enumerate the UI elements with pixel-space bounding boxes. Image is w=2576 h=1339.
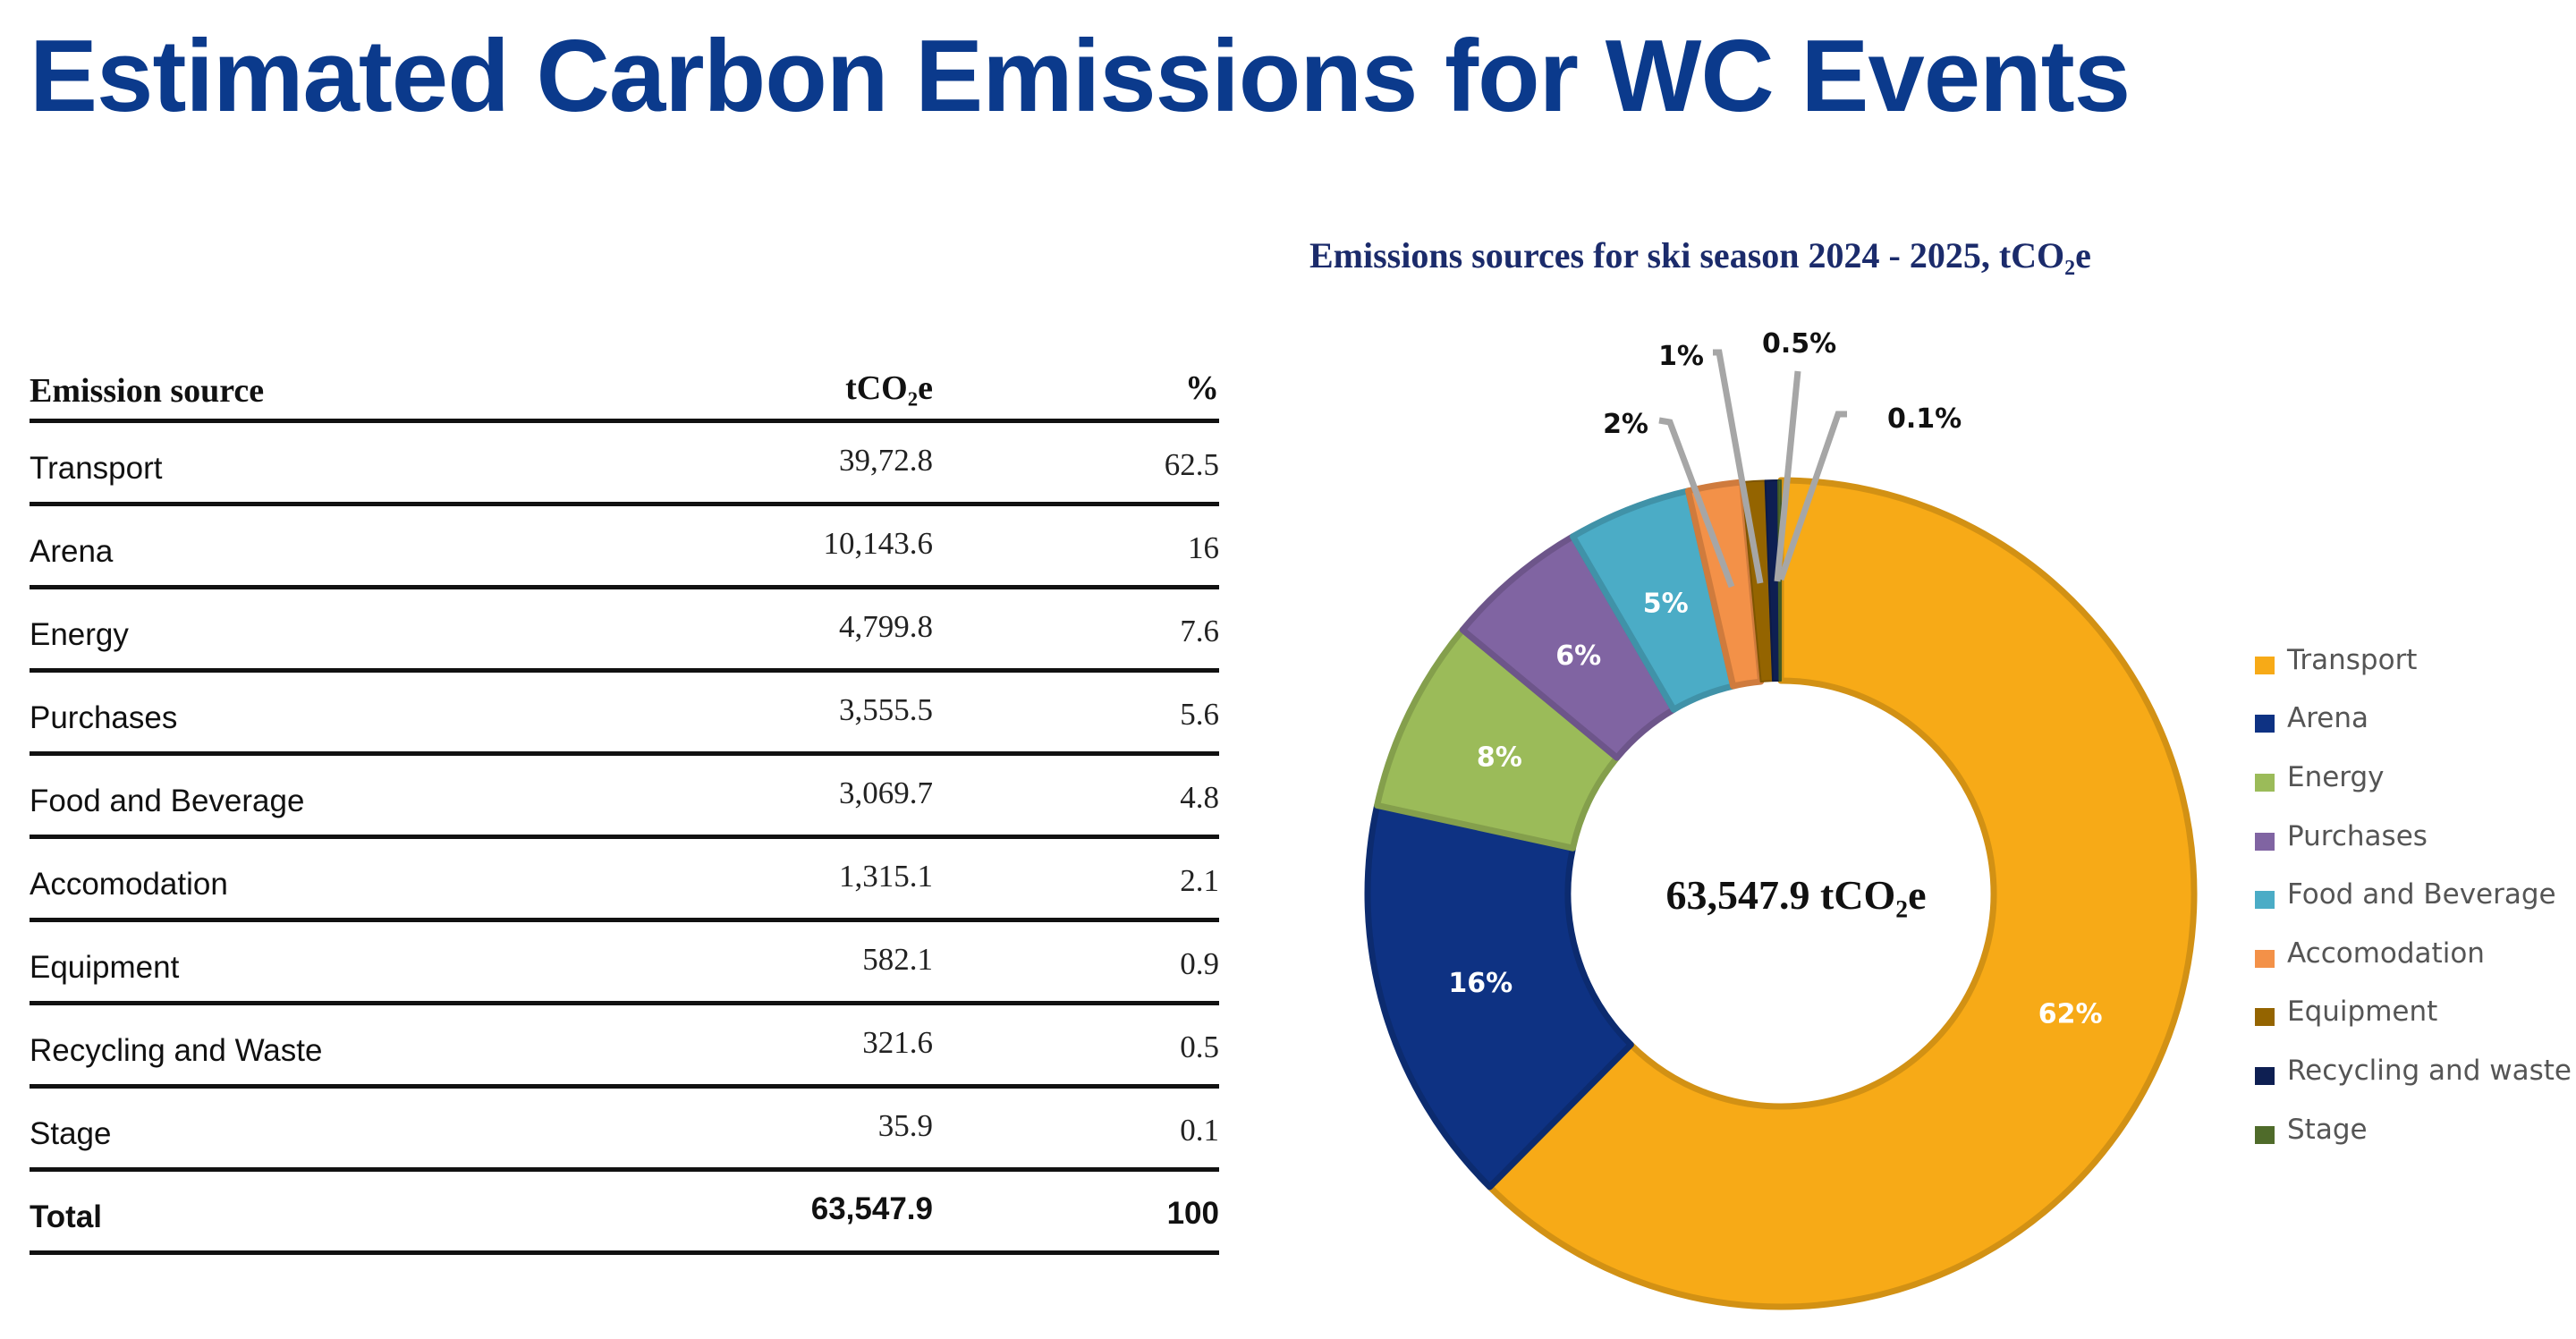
slice-label: 5% (1643, 589, 1689, 620)
row-tco2e: 10,143.6 (823, 526, 934, 561)
legend-label: Recycling and waste (2287, 1054, 2572, 1087)
row-tco2e: 39,72.8 (839, 443, 933, 478)
slice-label-outside: 0.1% (1887, 403, 1962, 435)
legend-item: Stage (2255, 1100, 2572, 1159)
legend-swatch (2255, 1066, 2275, 1085)
leader-line (1777, 411, 1847, 581)
chart-legend: Transport Arena Energy Purchases Food and Be… (2255, 631, 2572, 1158)
row-pct: 16 (1188, 530, 1219, 565)
row-pct: 4.8 (1180, 780, 1219, 815)
header-source: Emission source (30, 372, 265, 410)
row-source: Recycling and Waste (30, 1033, 323, 1068)
row-source: Transport (30, 451, 163, 486)
legend-swatch (2255, 656, 2275, 674)
table-row: Accomodation 1,315.1 2.1 (30, 839, 1219, 922)
legend-item: Energy (2255, 748, 2572, 807)
slice-label-outside: 1% (1658, 341, 1704, 372)
legend-item: Equipment (2255, 983, 2572, 1042)
row-source: Accomodation (30, 867, 228, 902)
page-title: Estimated Carbon Emissions for WC Events (30, 20, 2131, 133)
slice-label: 62% (2038, 998, 2103, 1030)
emissions-table: Emission source tCO₂e % Transport 39,72.… (30, 358, 1219, 1255)
row-source: Arena (30, 534, 114, 569)
row-tco2e: 4,799.8 (839, 609, 933, 644)
row-pct: 7.6 (1180, 614, 1219, 648)
legend-item: Recycling and waste (2255, 1041, 2572, 1100)
table-row: Purchases 3,555.5 5.6 (30, 673, 1219, 756)
legend-item: Food and Beverage (2255, 865, 2572, 924)
legend-swatch (2255, 1008, 2275, 1027)
legend-item: Purchases (2255, 807, 2572, 866)
row-source: Food and Beverage (30, 784, 305, 818)
legend-label: Transport (2287, 643, 2418, 676)
legend-swatch (2255, 1125, 2275, 1144)
table-row: Transport 39,72.8 62.5 (30, 423, 1219, 506)
legend-label: Food and Beverage (2287, 878, 2556, 911)
legend-label: Accomodation (2287, 936, 2485, 970)
table-row: Equipment 582.1 0.9 (30, 922, 1219, 1005)
legend-item: Transport (2255, 631, 2572, 690)
row-tco2e: 35.9 (877, 1108, 933, 1143)
slice-label: 8% (1477, 742, 1522, 774)
row-source: Purchases (30, 700, 178, 735)
slice-transport (1487, 477, 2198, 1310)
legend-swatch (2255, 891, 2275, 910)
row-pct: 62.5 (1164, 447, 1219, 482)
slice-arena (1364, 801, 1634, 1191)
slice-label-outside: 2% (1603, 409, 1648, 440)
row-tco2e: 3,069.7 (839, 775, 933, 810)
legend-label: Arena (2287, 702, 2368, 735)
row-pct: 0.5 (1180, 1030, 1219, 1064)
row-source: Stage (30, 1116, 112, 1151)
legend-label: Purchases (2287, 819, 2428, 852)
row-tco2e: 321.6 (862, 1025, 933, 1060)
row-pct: 5.6 (1180, 697, 1219, 732)
row-tco2e: 1,315.1 (839, 859, 933, 894)
table-row-total: Total 63,547.9 100 (30, 1172, 1219, 1255)
row-tco2e: 582.1 (862, 942, 933, 977)
legend-swatch (2255, 773, 2275, 792)
leader-line (1658, 417, 1735, 589)
legend-swatch (2255, 715, 2275, 733)
legend-label: Stage (2287, 1113, 2368, 1146)
table-header: Emission source tCO₂e % (30, 358, 1219, 423)
table-row: Recycling and Waste 321.6 0.5 (30, 1005, 1219, 1089)
legend-swatch (2255, 949, 2275, 968)
legend-swatch (2255, 832, 2275, 851)
total-tco2e: 63,547.9 (810, 1191, 933, 1226)
row-pct: 0.1 (1180, 1113, 1219, 1148)
legend-item: Arena (2255, 690, 2572, 749)
chart-title: Emissions sources for ski season 2024 - … (1309, 235, 2091, 275)
legend-label: Equipment (2287, 996, 2438, 1029)
total-label: Total (30, 1199, 103, 1234)
leader-line (1774, 370, 1801, 582)
header-pct: % (1185, 369, 1219, 407)
row-source: Equipment (30, 950, 180, 985)
leader-line (1713, 349, 1764, 584)
legend-label: Energy (2287, 760, 2385, 793)
row-tco2e: 3,555.5 (839, 692, 933, 727)
row-pct: 0.9 (1180, 946, 1219, 981)
header-tco2e: tCO₂e (845, 369, 933, 407)
table-row: Stage 35.9 0.1 (30, 1089, 1219, 1172)
donut-center-total: 63,547.9 tCO₂e (1665, 872, 1926, 918)
table-row: Energy 4,799.8 7.6 (30, 589, 1219, 673)
legend-item: Accomodation (2255, 924, 2572, 983)
slice-label: 6% (1555, 640, 1601, 672)
row-pct: 2.1 (1180, 863, 1219, 898)
table-row: Arena 10,143.6 16 (30, 506, 1219, 589)
slice-label: 16% (1448, 968, 1513, 999)
table-row: Food and Beverage 3,069.7 4.8 (30, 756, 1219, 839)
total-pct: 100 (1166, 1196, 1219, 1231)
slice-label-outside: 0.5% (1762, 328, 1836, 360)
row-source: Energy (30, 617, 129, 652)
